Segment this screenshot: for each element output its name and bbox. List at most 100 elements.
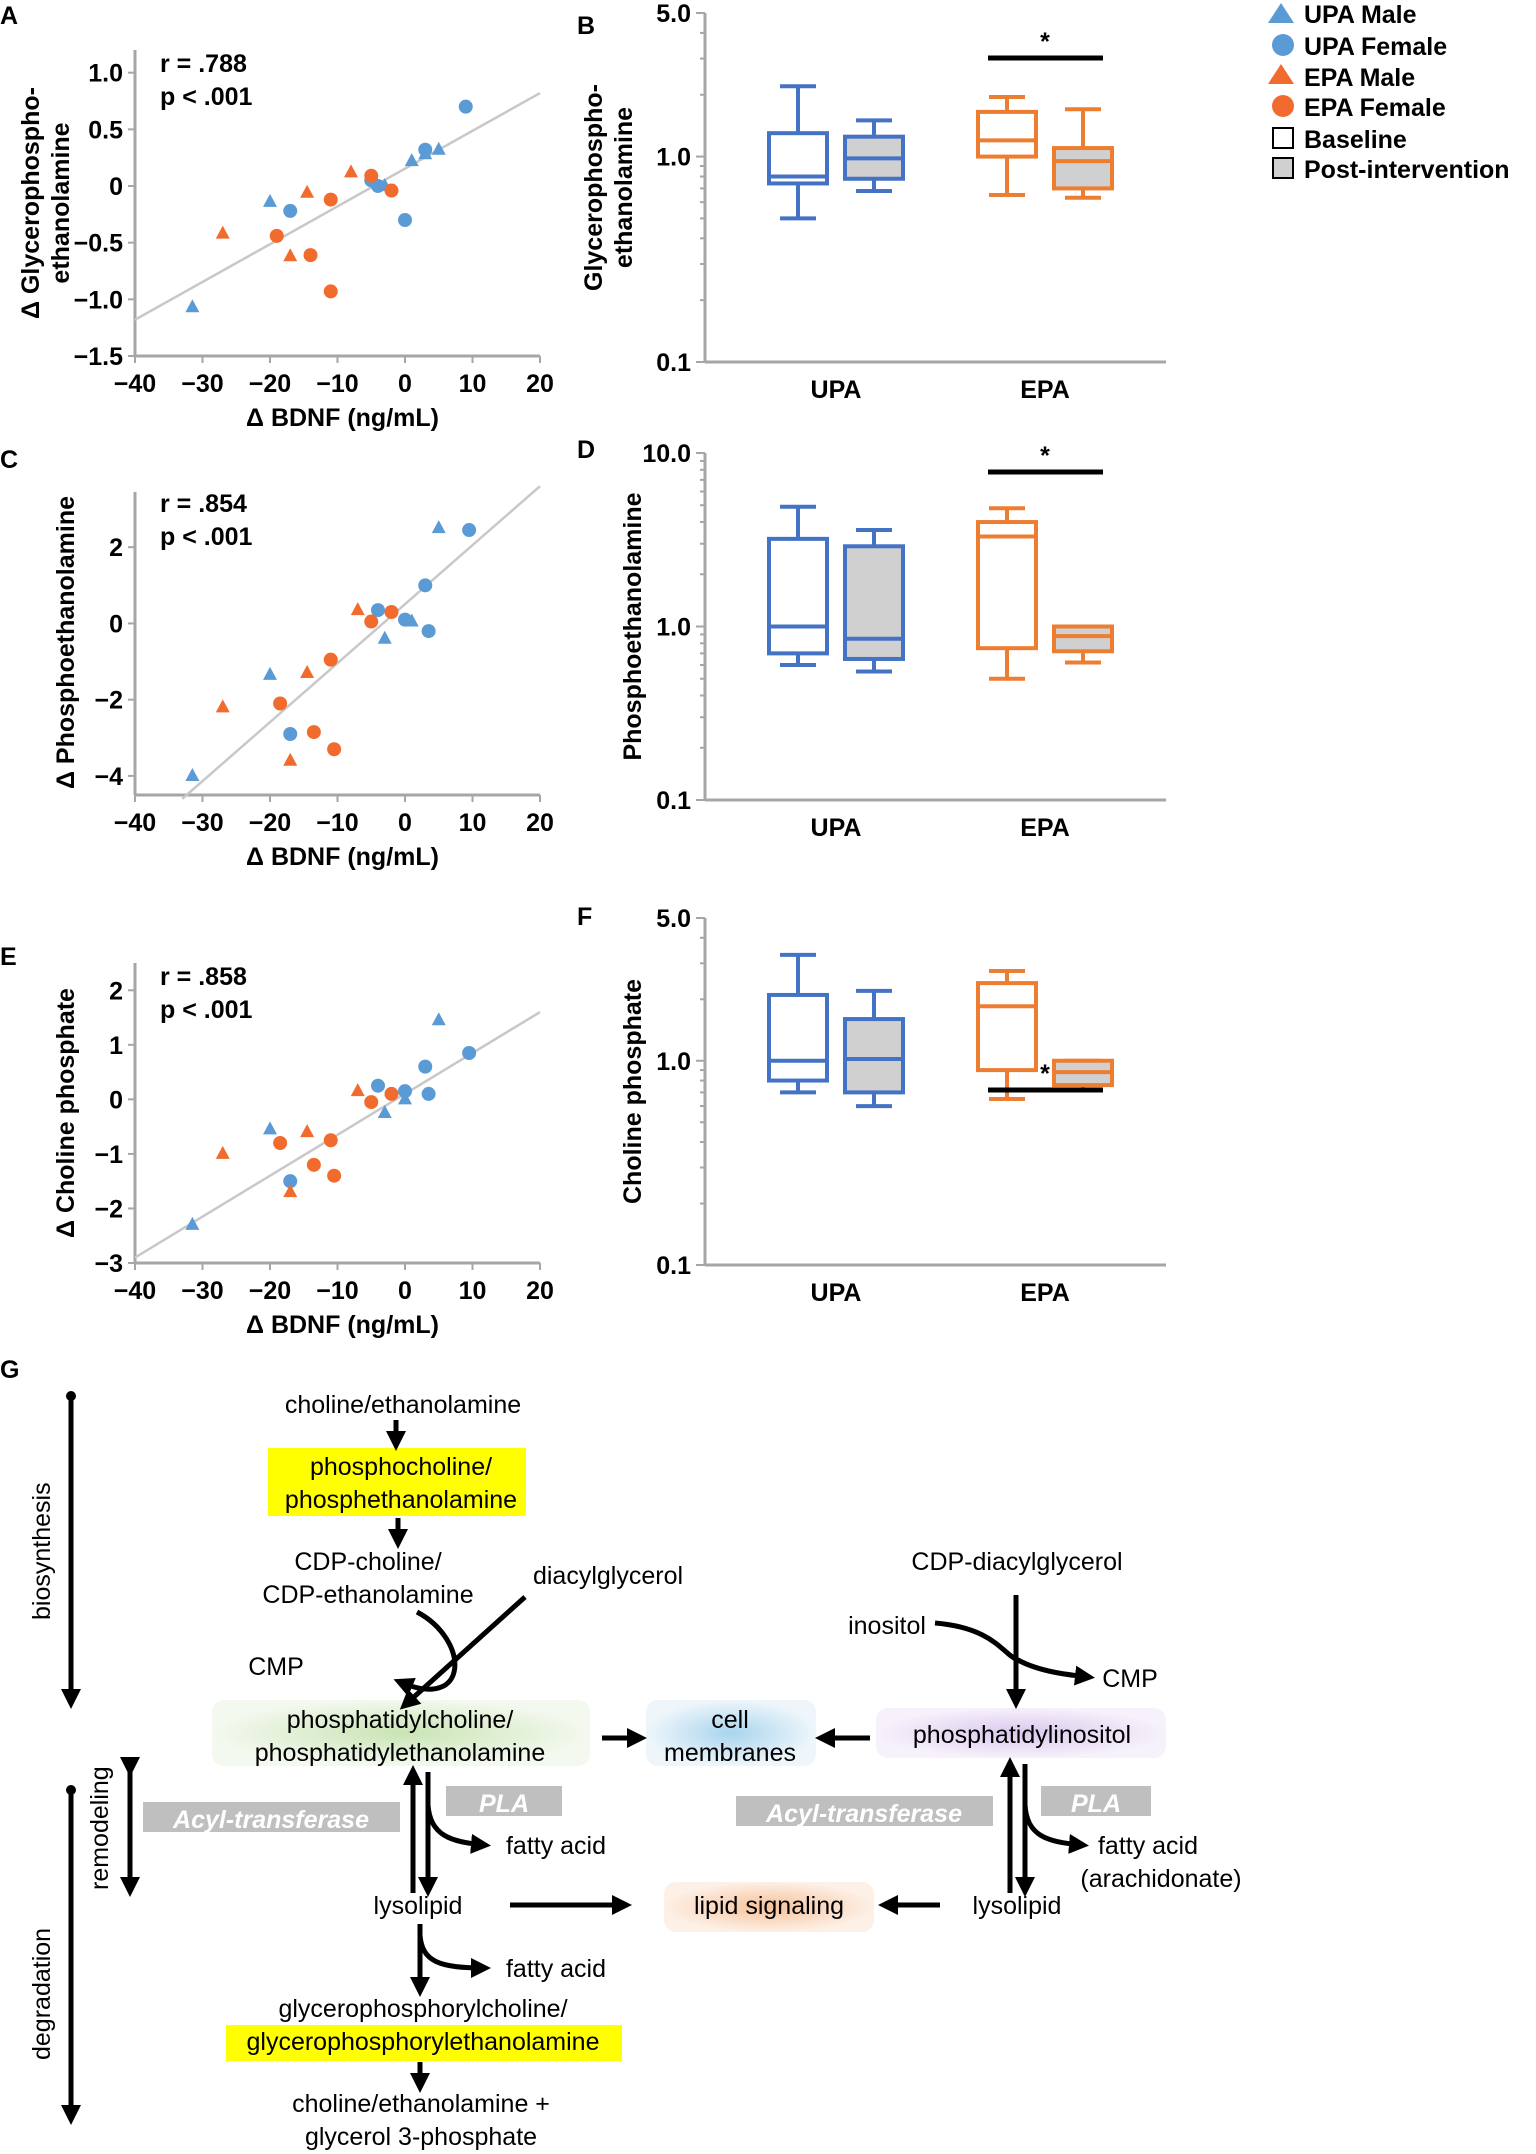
box-epa-baseline [976,969,1038,1101]
phospho-line1: phosphocholine/ [310,1453,492,1481]
legend-upa-female: UPA Female [1272,33,1447,61]
x-category-label: EPA [1020,1279,1070,1307]
data-point-circle [421,1086,436,1101]
y-axis-title: Choline phosphate [619,979,647,1204]
y-tick-label: −4 [94,763,123,791]
data-point-circle [398,1084,412,1099]
y-axis-title: Glycerophospho-ethanolamine [580,84,638,291]
y-axis-title-line: ethanolamine [610,107,638,268]
box-iqr [976,109,1038,159]
data-point-circle [327,742,342,757]
x-tick-label: 20 [526,1277,554,1305]
data-point-circle [371,1078,385,1093]
data-point-circle [384,605,399,619]
phospho-line2: phosphethanolamine [285,1486,517,1514]
legend-epa-male: EPA Male [1268,64,1415,92]
box-iqr [767,536,829,656]
legend-epa-female: EPA Female [1272,94,1446,122]
regression-line [181,485,541,800]
data-point-triangle [431,141,446,155]
gpc-line1: glycerophosphorylcholine/ [278,1995,567,2023]
data-point-triangle [350,1083,365,1097]
box-upa-baseline [767,952,829,1095]
data-point-circle [273,696,288,711]
data-point-triangle [300,184,315,198]
y-axis-title-line: Phosphoethanolamine [619,492,647,760]
acyl-left: Acyl-transferase [172,1806,369,1834]
data-point-triangle [283,1184,298,1198]
x-tick-label: −20 [249,809,291,837]
significance-star: * [1040,1060,1050,1088]
y-axis-title: Phosphoethanolamine [619,492,647,760]
end-line1: choline/ethanolamine + [292,2090,550,2118]
data-point-circle [283,203,298,218]
panel-label-g: G [0,1356,19,1384]
y-axis-title-line: Glycerophospho- [580,84,608,291]
pla-right: PLA [1071,1790,1121,1818]
y-tick-label: 0.1 [656,1252,691,1280]
y-tick-label: 1.0 [88,60,123,88]
y-tick-label: 0 [109,1086,123,1114]
stat-annotation: p < .001 [160,523,253,551]
arrow-inositol-cmp [934,1620,1095,1686]
significance-star: * [1040,442,1050,470]
panel-label-c: C [0,446,18,474]
data-point-circle [421,624,436,639]
data-point-triangle [300,665,315,678]
y-tick-label: −2 [94,1195,123,1223]
data-point-triangle [263,193,277,207]
panel-label-b: B [577,12,595,40]
pla-left-badge [446,1786,562,1816]
legend-label: UPA Male [1304,1,1417,29]
data-point-triangle [215,225,230,239]
data-point-circle [462,523,477,538]
box-iqr [1052,624,1114,654]
x-tick-label: 0 [398,370,412,398]
y-tick-label: 0 [109,610,123,638]
x-category-label: UPA [811,376,862,404]
cmp-left: CMP [248,1653,304,1681]
pla-left: PLA [479,1790,529,1818]
pi: phosphatidylinositol [913,1721,1131,1749]
data-point-circle [398,612,412,627]
data-point-circle [462,1046,477,1060]
scatter-chart-a: −40 −30 −20 −10 0 10 20 1.0 0.5 0 −0.5 −1.0 −1.5 Δ BD… [17,50,554,432]
legend-upa-male: UPA Male [1268,1,1417,29]
y-axis-title: Δ Phosphoethanolamine [52,496,80,789]
box-iqr [976,520,1038,651]
x-tick-label: 0 [398,809,412,837]
data-point-circle [458,99,473,114]
x-tick-label: 20 [526,809,554,837]
stat-annotation: r = .854 [160,490,247,518]
fatty-right-line2: (arachidonate) [1080,1865,1241,1893]
y-tick-label: 1.0 [656,614,691,642]
data-point-triangle [350,602,365,616]
x-axis-title: Δ BDNF (ng/mL) [246,1311,439,1339]
y-axis-title-line: Δ Choline phosphate [52,988,80,1238]
cell-line1: cell [711,1706,749,1734]
x-tick-label: −30 [181,1277,223,1305]
y-axis-title-line: Δ Phosphoethanolamine [52,496,80,789]
data-point-circle [323,284,338,299]
y-tick-label: 10.0 [642,440,691,468]
data-point-triangle [263,666,277,680]
stat-annotation: p < .001 [160,83,253,111]
box-chart-d: 10.0 1.0 0.1 Phosphoethanolamine UPA EPA * [619,440,1166,842]
gray-square-icon [1272,157,1294,179]
pc-node-bg [212,1700,590,1766]
x-category-label: UPA [811,1279,862,1307]
stat-annotation: p < .001 [160,996,253,1024]
box-chart-f: 5.0 1.0 0.1 Choline phosphate UPA EPA * [619,905,1166,1307]
cell-line2: membranes [664,1739,796,1767]
box-upa-baseline [767,504,829,667]
y-tick-label: −1 [94,1141,123,1169]
highlight-gpe [226,2025,622,2061]
data-point-circle [364,614,379,629]
x-axis-title: Δ BDNF (ng/mL) [246,843,439,871]
cmp-right: CMP [1102,1665,1158,1693]
pc-line1: phosphatidylcholine/ [287,1706,514,1734]
cdp-line1: CDP-choline/ [294,1548,441,1576]
acyl-left-badge [143,1802,400,1832]
data-point-triangle [185,1216,200,1230]
box-iqr [976,981,1038,1073]
